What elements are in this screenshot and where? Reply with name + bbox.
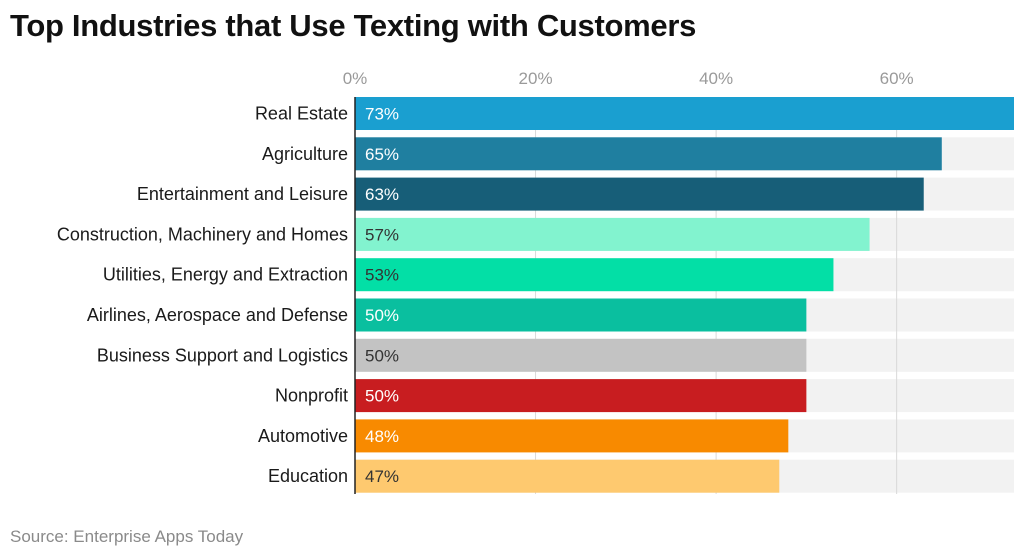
category-label: Real Estate [255,104,348,124]
category-label: Agriculture [262,144,348,164]
x-tick-label: 0% [343,69,368,88]
data-label: 57% [365,225,399,244]
data-label: 53% [365,266,399,285]
bar [355,137,942,171]
data-label: 73% [365,105,399,124]
source-note: Source: Enterprise Apps Today [10,527,244,546]
bar [355,298,807,332]
chart-title: Top Industries that Use Texting with Cus… [10,8,697,43]
bar [355,338,807,372]
bar [355,258,834,292]
data-label: 47% [365,467,399,486]
x-tick-label: 20% [519,69,553,88]
category-label: Airlines, Aerospace and Defense [87,305,348,325]
data-label: 63% [365,185,399,204]
bar [355,217,870,251]
category-label: Construction, Machinery and Homes [57,224,348,244]
category-label: Utilities, Energy and Extraction [103,265,348,285]
data-label: 50% [365,387,399,406]
category-label: Business Support and Logistics [97,345,348,365]
bar [355,177,924,211]
category-label: Education [268,466,348,486]
data-label: 50% [365,346,399,365]
bar [355,379,807,413]
category-label: Automotive [258,426,348,446]
bar [355,97,1014,130]
category-label: Nonprofit [275,386,348,406]
bar [355,459,780,493]
data-label: 65% [365,145,399,164]
bar [355,419,789,453]
data-label: 50% [365,306,399,325]
x-tick-label: 60% [880,69,914,88]
category-label: Entertainment and Leisure [137,184,348,204]
data-label: 48% [365,427,399,446]
x-tick-label: 40% [699,69,733,88]
